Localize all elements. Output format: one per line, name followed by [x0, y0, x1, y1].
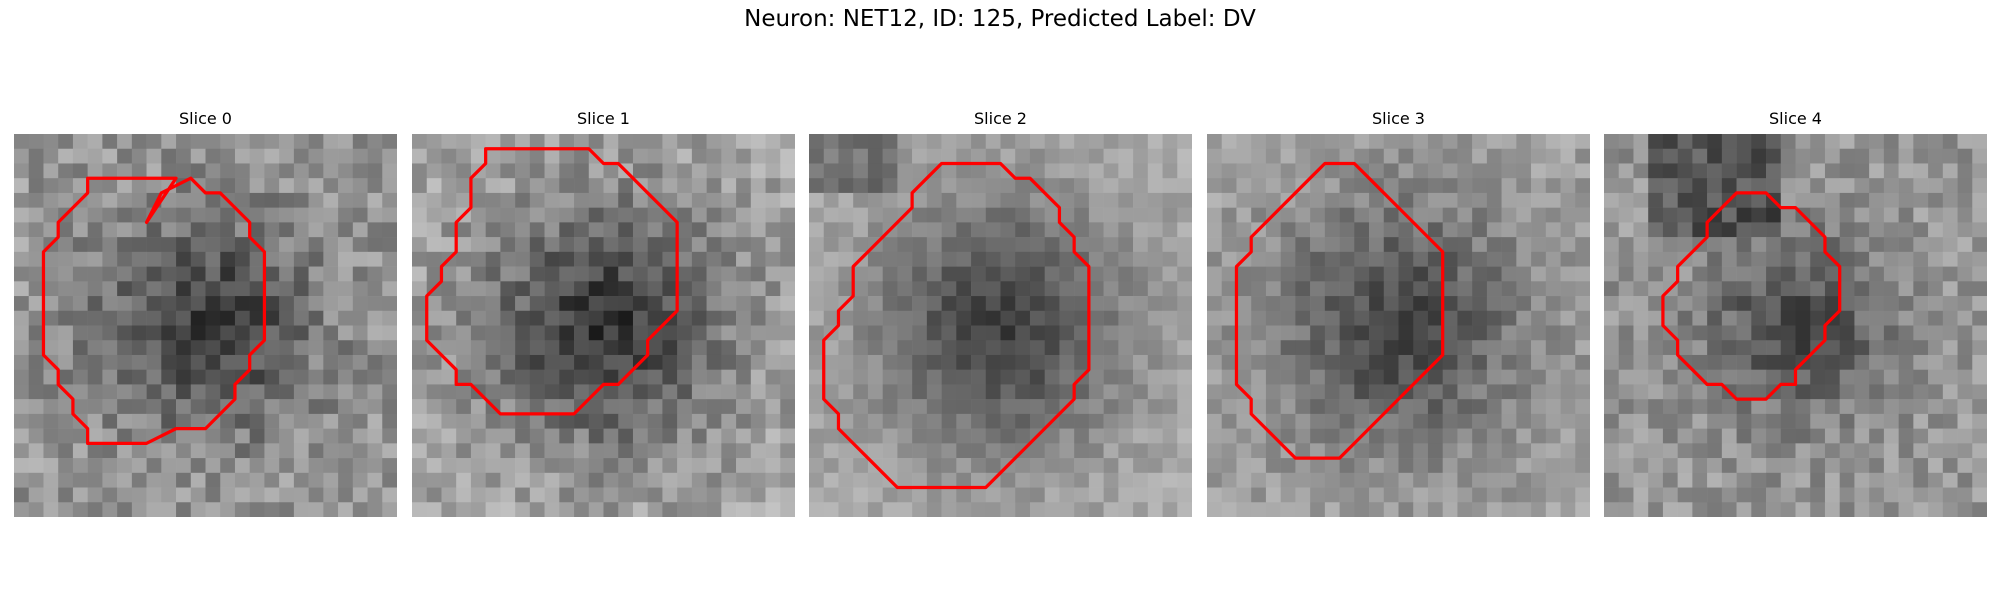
roi-contour	[425, 147, 679, 416]
roi-contour	[1661, 191, 1842, 401]
slice-title: Slice 4	[1769, 109, 1822, 128]
slice-image	[1604, 134, 1987, 517]
slice-panel: Slice 3	[1207, 108, 1590, 517]
roi-contour	[822, 161, 1091, 490]
slice-title: Slice 1	[577, 109, 630, 128]
slice-panel: Slice 0	[14, 108, 397, 517]
slice-image	[412, 134, 795, 517]
slice-panel: Slice 1	[412, 108, 795, 517]
roi-contour	[41, 176, 267, 445]
slice-panel: Slice 4	[1604, 108, 1987, 517]
roi-contour	[1234, 161, 1445, 460]
slice-panel: Slice 2	[809, 108, 1192, 517]
slice-title: Slice 2	[974, 109, 1027, 128]
figure-title: Neuron: NET12, ID: 125, Predicted Label:…	[744, 6, 1256, 32]
slice-title: Slice 3	[1372, 109, 1425, 128]
slice-title: Slice 0	[179, 109, 232, 128]
slice-image	[809, 134, 1192, 517]
slice-image	[14, 134, 397, 517]
slice-image	[1207, 134, 1590, 517]
